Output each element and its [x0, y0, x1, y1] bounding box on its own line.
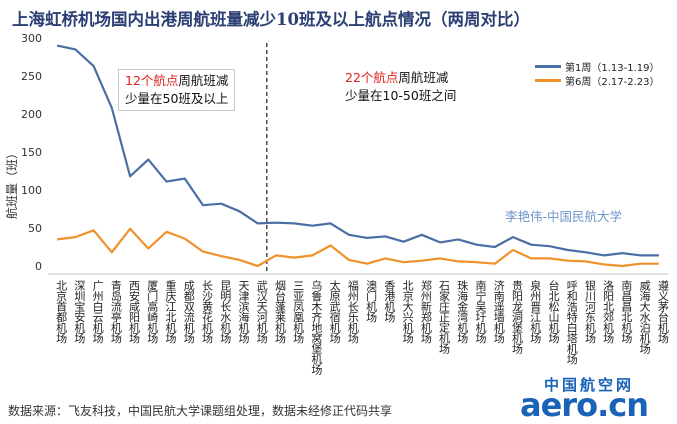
series-lines — [56, 44, 659, 268]
x-tick-label: 长沙黄花机场 — [201, 280, 214, 345]
watermark: 李艳伟-中国民航大学 — [505, 209, 623, 224]
x-tick-label: 昆明长水机场 — [219, 280, 232, 345]
legend: 第1周（1.13-1.19） 第6周（2.17-2.23） — [535, 59, 660, 88]
annotation-left-line2: 少量在50班及以上 — [125, 91, 229, 106]
y-tick-label: 150 — [21, 146, 42, 159]
x-tick-label: 贵阳龙洞堡机场 — [511, 280, 524, 355]
chart-title: 上海虹桥机场国内出港周航班量减少10班及以上航点情况（两周对比） — [12, 10, 530, 29]
x-tick-label: 泉州晋江机场 — [529, 279, 542, 345]
x-tick-label: 北京首都机场 — [55, 280, 68, 345]
x-tick-label: 呼和浩特白塔机场 — [565, 280, 578, 366]
series-line-2 — [56, 227, 659, 268]
aero-logo: 中国航空网 aero.cn — [520, 374, 670, 424]
x-tick-label: 武汉天河机场 — [255, 280, 268, 345]
x-tick-label: 威海大水泊机场 — [638, 280, 651, 355]
x-tick-label: 北京大兴机场 — [401, 280, 414, 345]
y-axis-label: 航班量（班） — [4, 147, 19, 219]
x-tick-label: 乌鲁木齐地窝堡机场 — [310, 279, 323, 376]
x-tick-labels: 北京首都机场 深圳宝安机场 广州白云机场 青岛流亭机场 西安咸阳机场 厦门高崎机场 重庆江北… — [55, 279, 670, 376]
y-ticks: 0 50 100 150 200 250 300 — [21, 32, 42, 273]
y-tick-label: 200 — [21, 108, 42, 121]
x-tick-label: 太原武宿机场 — [328, 280, 341, 345]
legend-swatch-week1 — [535, 64, 561, 68]
y-tick-label: 0 — [35, 260, 42, 273]
logo-english-text: aero.cn — [520, 386, 649, 424]
x-tick-label: 厦门高崎机场 — [146, 280, 159, 345]
x-tick-label: 澳门机场 — [365, 280, 378, 324]
x-tick-label: 洛阳北郊机场 — [602, 279, 615, 345]
annotation-right: 22个航点周航班减 少量在10-50班之间 — [345, 69, 456, 105]
series-line-1 — [56, 44, 659, 257]
annotation-left-line1: 周航班减 — [178, 73, 229, 88]
legend-item-week6: 第6周（2.17-2.23） — [535, 73, 660, 88]
annotation-right-highlight: 22个航点 — [345, 70, 399, 85]
x-tick-label: 银川河东机场 — [583, 279, 596, 345]
x-tick-label: 石家庄正定机场 — [438, 280, 451, 355]
x-tick-label: 烟台蓬莱机场 — [273, 279, 286, 345]
x-tick-label: 深圳宝安机场 — [73, 280, 86, 345]
legend-label-week6: 第6周（2.17-2.23） — [565, 76, 660, 88]
x-tick-label: 天津滨海机场 — [237, 280, 250, 344]
x-tick-label: 珠海金湾机场 — [456, 279, 469, 345]
x-tick-label: 青岛流亭机场 — [109, 280, 122, 345]
y-tick-label: 50 — [28, 222, 42, 235]
x-tick-label: 三亚凤凰机场 — [292, 280, 305, 344]
annotation-right-line2: 少量在10-50班之间 — [345, 88, 457, 103]
x-tick-label: 福州长乐机场 — [346, 279, 359, 345]
x-tick-label: 台北松山机场 — [547, 279, 560, 345]
annotation-left: 12个航点周航班减 少量在50班及以上 — [118, 69, 236, 111]
y-tick-label: 250 — [21, 70, 42, 83]
legend-item-week1: 第1周（1.13-1.19） — [535, 59, 660, 74]
x-tick-label: 郑州新郑机场 — [419, 279, 432, 345]
annotation-left-highlight: 12个航点 — [125, 73, 179, 88]
x-tick-label: 成都双流机场 — [182, 280, 195, 345]
y-tick-label: 300 — [21, 32, 42, 45]
x-tick-label: 遵义茅台机场 — [656, 279, 669, 345]
x-tick-label: 广州白云机场 — [91, 280, 104, 345]
x-tick-label: 南宁吴圩机场 — [474, 280, 487, 345]
x-tick-label: 济南遥墙机场 — [492, 279, 505, 345]
x-tick-label: 香港机场 — [383, 280, 396, 324]
y-tick-label: 100 — [21, 184, 42, 197]
legend-label-week1: 第1周（1.13-1.19） — [565, 62, 660, 74]
legend-swatch-week6 — [535, 78, 561, 82]
source-note: 数据来源：飞友科技，中国民航大学课题组处理，数据未经修正代码共享 — [8, 404, 393, 418]
x-tick-label: 西安咸阳机场 — [128, 280, 141, 344]
annotation-right-line1: 周航班减 — [398, 70, 449, 85]
logo-chinese-text: 中国航空网 — [544, 376, 635, 394]
x-tick-label: 南昌昌北机场 — [620, 280, 633, 345]
x-tick-label: 重庆江北机场 — [164, 279, 177, 345]
